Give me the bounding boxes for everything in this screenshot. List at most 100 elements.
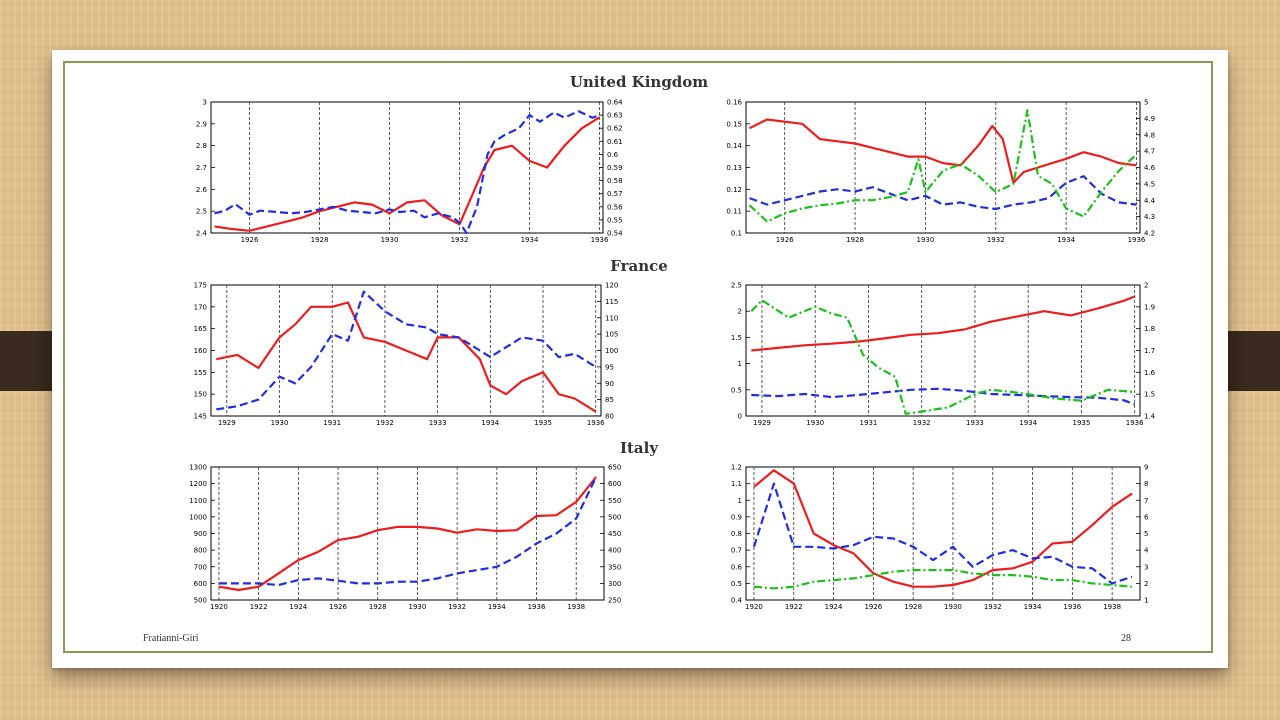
fr-right-series-blue-line [751,387,1136,406]
uk-left-y-tick-label-right: 0.64 [607,99,623,107]
uk-left-y-tick-label-right: 0.63 [607,112,623,120]
it-left-x-tick-label: 1928 [369,603,387,611]
uk-left-x-tick-label: 1934 [521,236,539,244]
uk-right-series-blue-line [749,175,1137,211]
uk-left-y-tick-label-left: 2.6 [196,186,208,194]
footer-page-number: 28 [1121,633,1131,644]
it-right-series-blue-line [752,482,1133,585]
it-right-y-tick-label-left: 1.2 [731,464,742,472]
it-right-y-tick-label-left: 0.9 [731,513,742,521]
it-right-y-tick-label-right: 1 [1144,597,1148,605]
it-right-x-tick-label: 1920 [745,603,763,611]
fr-left-x-tick-label: 1936 [587,419,605,427]
uk-right-series-red-line [749,118,1137,184]
it-right-y-tick-label-left: 1.1 [731,480,742,488]
fr-left-y-tick-label-left: 170 [194,303,207,311]
it-left-y-tick-label-right: 450 [608,530,621,538]
it-left-y-tick-label-left: 700 [194,563,207,571]
it-left-x-tick-label: 1924 [289,603,307,611]
uk-left-y-tick-label-left: 3 [203,99,207,107]
it-left-y-tick-label-left: 500 [194,597,207,605]
it-right-x-tick-label: 1928 [904,603,922,611]
fr-right-y-tick-label-right: 1.6 [1144,369,1156,377]
fr-right-x-tick-label: 1930 [806,419,824,427]
fr-right-y-tick-label-right: 1.5 [1144,391,1155,399]
uk-left-x-tick-label: 1932 [451,236,469,244]
uk-right-y-tick-label-right: 4.6 [1144,164,1156,172]
fr-left-series-blue-line [216,290,597,411]
it-left-y-tick-label-right: 600 [608,480,621,488]
uk-left-y-tick-label-left: 2.8 [196,142,207,150]
it-right-y-tick-label-right: 2 [1144,580,1148,588]
fr-right-x-tick-label: 1935 [1073,419,1091,427]
fr-left-y-tick-label-right: 100 [605,347,618,355]
it-left-x-tick-label: 1936 [528,603,546,611]
section-title-france: France [610,257,668,275]
it-right-x-tick-label: 1924 [825,603,843,611]
it-right-y-tick-label-left: 0.5 [731,580,742,588]
fr-right-x-tick-label: 1931 [860,419,878,427]
it-right-x-tick-label: 1926 [864,603,882,611]
uk-left-x-tick-label: 1930 [381,236,399,244]
fr-right-y-tick-label-right: 1.7 [1144,347,1155,355]
it-right-y-tick-label-left: 0.8 [731,530,742,538]
it-left-x-tick-label: 1932 [448,603,466,611]
uk-left-y-tick-label-right: 0.57 [607,190,623,198]
uk-left-y-tick-label-left: 2.9 [196,120,207,128]
slide: United Kingdom France Italy 1926 1928 1930… [52,50,1228,668]
it-right-y-tick-label-left: 1 [738,497,742,505]
it-right-y-tick-label-left: 0.4 [731,597,743,605]
it-left-y-tick-label-left: 1200 [189,480,207,488]
uk-right-x-tick-label: 1928 [846,236,864,244]
it-right-y-tick-label-left: 0.6 [731,563,743,571]
fr-right-y-tick-label-left: 1.5 [731,334,742,342]
uk-left-y-tick-label-right: 0.58 [607,177,623,185]
it-left-y-tick-label-left: 1100 [189,497,207,505]
fr-left-y-tick-label-right: 120 [605,282,618,290]
it-left-y-tick-label-right: 250 [608,597,621,605]
it-left-y-tick-label-right: 500 [608,513,621,521]
uk-right-y-tick-label-right: 5 [1144,99,1148,107]
fr-left-y-tick-label-right: 90 [605,380,614,388]
section-title-uk: United Kingdom [570,73,708,91]
fr-left-y-tick-label-right: 110 [605,314,618,322]
it-right-x-tick-label: 1930 [944,603,962,611]
uk-right-y-tick-label-left: 0.14 [726,142,742,150]
it-left-y-tick-label-left: 1000 [189,513,207,521]
it-right-y-tick-label-right: 5 [1144,530,1148,538]
uk-left-y-tick-label-left: 2.4 [196,230,208,238]
uk-left-x-tick-label: 1936 [591,236,609,244]
fr-left-y-tick-label-left: 160 [194,347,207,355]
it-left-y-tick-label-left: 1300 [189,464,207,472]
uk-left-y-tick-label-right: 0.54 [607,230,623,238]
fr-right-y-tick-label-left: 2.5 [731,282,742,290]
footer-author: Fratianni-Giri [143,633,199,644]
it-right-x-tick-label: 1936 [1063,603,1081,611]
uk-left-y-tick-label-left: 2.5 [196,208,207,216]
fr-left-x-tick-label: 1930 [271,419,289,427]
it-left-x-tick-label: 1934 [488,603,506,611]
fr-left-x-tick-label: 1929 [218,419,236,427]
it-left-y-tick-label-left: 800 [194,547,207,555]
it-left-series-red-line [218,476,597,592]
section-title-italy: Italy [620,439,659,457]
fr-right-y-tick-label-left: 0.5 [731,386,742,394]
fr-right-y-tick-label-left: 1 [738,360,742,368]
uk-right-x-tick-label: 1930 [916,236,934,244]
uk-right-x-tick-label: 1926 [776,236,794,244]
fr-left-series-red-line [216,301,597,413]
fr-right-x-tick-label: 1936 [1126,419,1144,427]
fr-right-series-red-line [751,295,1136,352]
it-left-y-tick-label-left: 600 [194,580,207,588]
uk-left-series-red-line [214,116,601,232]
figure-panel: United Kingdom France Italy 1926 1928 1930… [99,71,1179,623]
uk-left-y-tick-label-right: 0.62 [607,125,623,133]
it-right-x-tick-label: 1938 [1103,603,1121,611]
it-right-y-tick-label-right: 7 [1144,497,1148,505]
fr-right-y-tick-label-right: 2 [1144,282,1148,290]
it-left-y-tick-label-right: 300 [608,580,621,588]
fr-right-x-tick-label: 1934 [1019,419,1037,427]
it-left-y-tick-label-right: 550 [608,497,621,505]
it-left-x-tick-label: 1922 [250,603,268,611]
fr-right-x-tick-label: 1929 [753,419,771,427]
